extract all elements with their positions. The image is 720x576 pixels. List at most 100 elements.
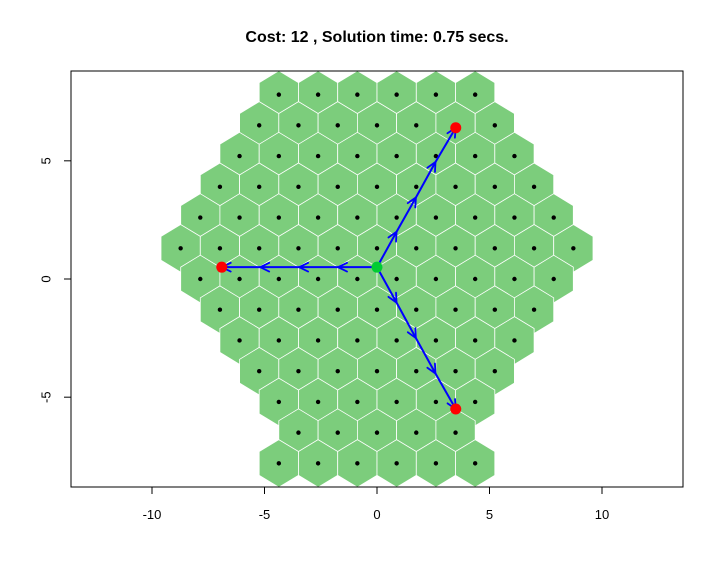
arrow-segment [415, 337, 437, 375]
cell-center-dot [217, 246, 223, 251]
chart-title: Cost: 12 , Solution time: 0.75 secs. [245, 29, 508, 46]
cell-center-dot [315, 215, 321, 220]
cell-center-dot [433, 153, 439, 159]
cell-center-dot [296, 184, 301, 190]
cell-center-dot [374, 368, 380, 374]
cell-center-dot [492, 123, 498, 128]
cell-center-dot [472, 92, 478, 97]
cell-center-dot [472, 153, 478, 159]
cell-center-dot [394, 215, 399, 220]
cell-center-dot [256, 184, 262, 190]
cell-center-dot [394, 92, 399, 97]
hex-cells [160, 70, 594, 488]
cell-center-dot [453, 307, 458, 312]
cell-center-dot [453, 430, 458, 435]
arrow-segment [415, 161, 437, 198]
cell-center-dot [472, 338, 478, 343]
cell-center-dot [512, 276, 517, 282]
cell-center-dot [335, 246, 340, 251]
cell-center-dot [355, 461, 360, 466]
cell-center-dot [355, 153, 360, 159]
cell-center-dot [315, 399, 321, 405]
cell-center-dot [237, 338, 242, 343]
route-arrows [219, 125, 457, 411]
target-point [216, 261, 228, 273]
cell-center-dot [472, 276, 478, 282]
cell-center-dot [355, 215, 360, 220]
cell-center-dot [335, 368, 340, 374]
cell-center-dot [374, 307, 380, 312]
x-tick-label: -10 [143, 507, 162, 522]
cell-center-dot [374, 430, 380, 435]
cell-center-dot [374, 246, 380, 251]
cell-center-dot [355, 92, 360, 97]
cell-center-dot [433, 399, 439, 405]
cell-center-dot [315, 461, 321, 466]
x-axis: -10 -5 0 5 10 [143, 486, 609, 522]
y-axis: -5 0 5 [38, 157, 72, 403]
cell-center-dot [335, 123, 340, 128]
cell-center-dot [394, 153, 399, 159]
cell-center-dot [453, 184, 458, 190]
cell-center-dot [178, 246, 183, 251]
cell-center-dot [256, 123, 262, 128]
y-tick-label: 0 [38, 275, 53, 282]
cell-center-dot [433, 276, 439, 282]
cell-center-dot [433, 92, 439, 97]
cell-center-dot [414, 368, 419, 374]
cell-center-dot [551, 276, 556, 282]
cell-center-dot [276, 215, 282, 220]
cell-center-dot [256, 246, 262, 251]
cell-center-dot [414, 184, 419, 190]
cell-center-dot [276, 338, 282, 343]
cell-center-dot [571, 246, 576, 251]
terminal-points [216, 122, 462, 415]
cell-center-dot [335, 430, 340, 435]
target-point [450, 122, 462, 134]
cell-center-dot [492, 368, 498, 374]
cell-center-dot [551, 215, 556, 220]
cell-center-dot [414, 307, 419, 312]
cell-center-dot [237, 215, 242, 220]
cell-center-dot [414, 430, 419, 435]
cell-center-dot [217, 307, 223, 312]
cell-center-dot [394, 276, 399, 282]
cell-center-dot [217, 184, 223, 190]
arrow-segment [434, 373, 457, 410]
cell-center-dot [355, 399, 360, 405]
cell-center-dot [433, 461, 439, 466]
x-tick-label: 10 [595, 507, 609, 522]
cell-center-dot [512, 215, 517, 220]
cell-center-dot [355, 338, 360, 343]
cell-center-dot [492, 246, 498, 251]
cell-center-dot [531, 184, 537, 190]
cell-center-dot [198, 215, 203, 220]
cell-center-dot [276, 276, 282, 282]
cell-center-dot [512, 153, 517, 159]
cell-center-dot [472, 461, 478, 466]
cell-center-dot [296, 430, 301, 435]
cell-center-dot [335, 184, 340, 190]
cell-center-dot [256, 307, 262, 312]
cell-center-dot [276, 461, 282, 466]
source-point [371, 261, 383, 273]
cell-center-dot [472, 399, 478, 405]
cell-center-dot [198, 276, 203, 282]
cell-center-dot [374, 184, 380, 190]
x-tick-label: -5 [259, 507, 271, 522]
arrow-segment [395, 196, 417, 233]
cell-center-dot [414, 123, 419, 128]
cell-center-dot [256, 368, 262, 374]
cell-center-dot [374, 123, 380, 128]
cell-center-dot [394, 338, 399, 343]
cell-center-dot [296, 123, 301, 128]
cell-center-dot [433, 215, 439, 220]
cell-centers [178, 92, 576, 466]
cell-center-dot [315, 338, 321, 343]
cell-center-dot [296, 246, 301, 251]
cell-center-dot [355, 276, 360, 282]
arrow-segment [395, 302, 417, 339]
cell-center-dot [394, 461, 399, 466]
cell-center-dot [414, 246, 419, 251]
arrow-segment [434, 127, 457, 163]
